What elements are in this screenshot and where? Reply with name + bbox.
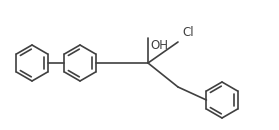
Text: Cl: Cl (182, 26, 194, 39)
Text: OH: OH (150, 39, 168, 52)
